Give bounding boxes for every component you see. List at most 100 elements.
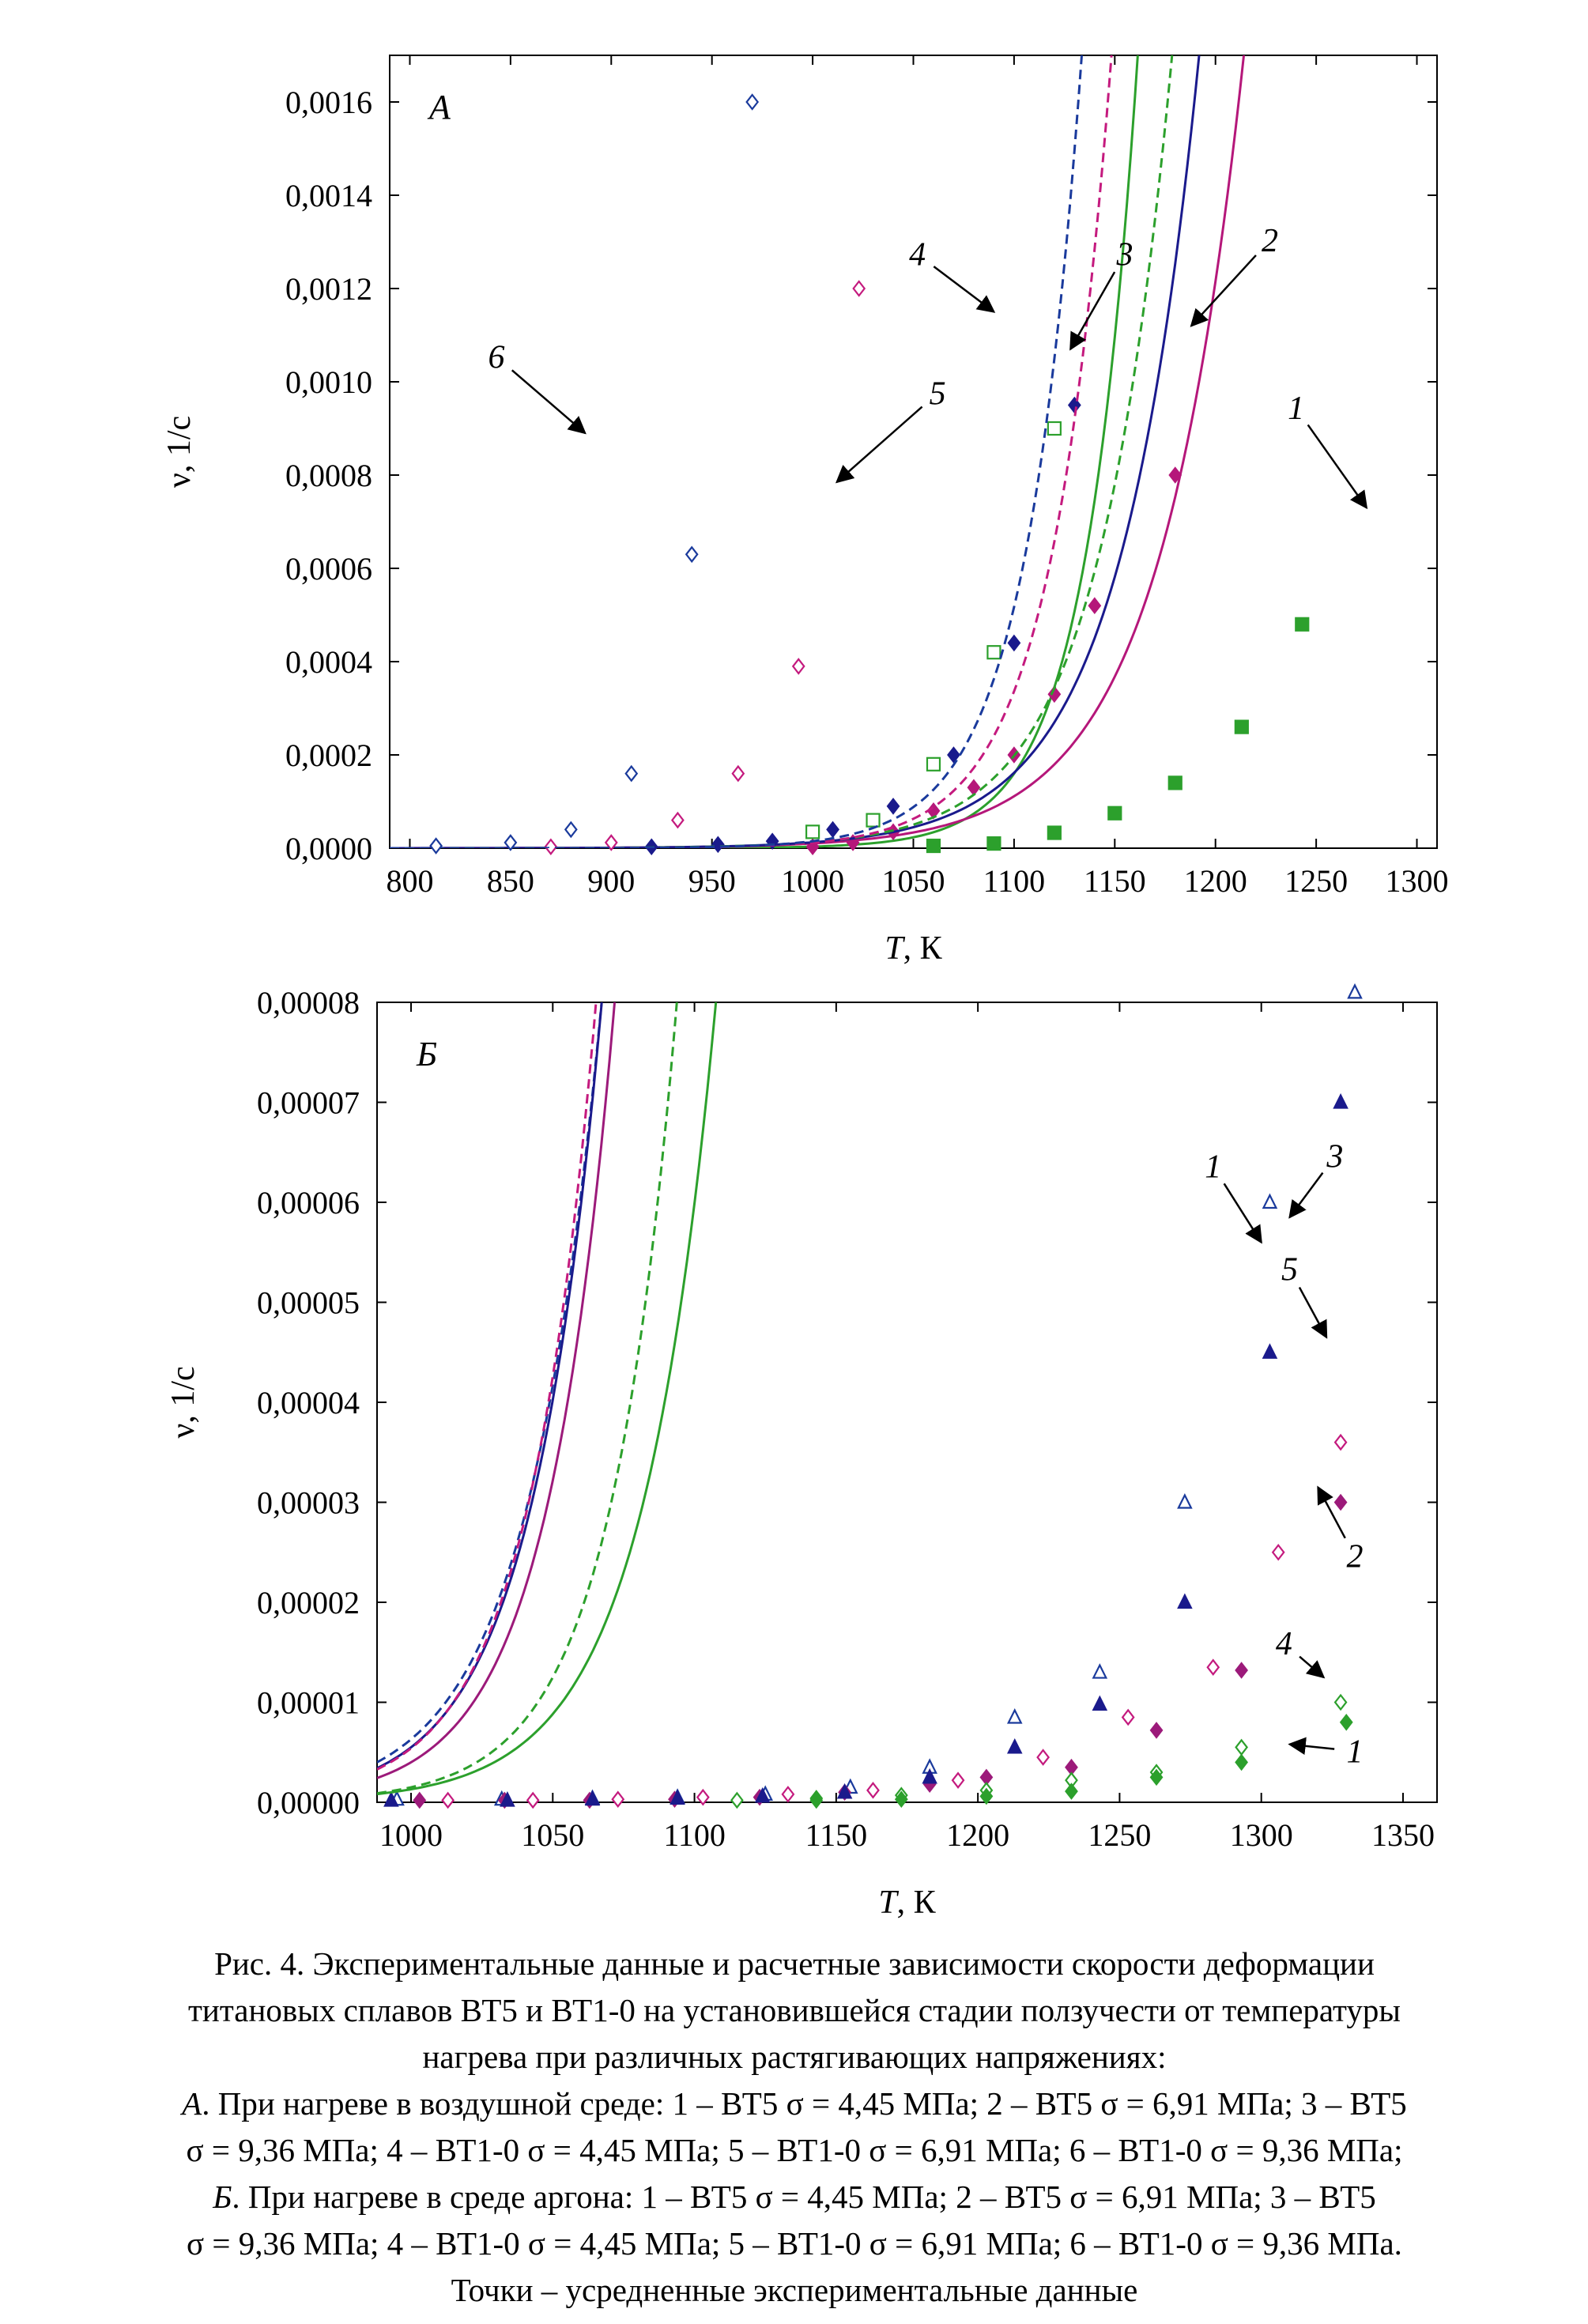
- data-point: [441, 1791, 455, 1809]
- y-tick-label: 0,0002: [285, 738, 372, 773]
- y-tick-label: 0,00005: [257, 1285, 360, 1321]
- series-5b: [377, 1002, 1353, 1809]
- caption-line-7: σ = 9,36 МПа; 4 – ВТ1-0 σ = 4,45 МПа; 5 …: [187, 2225, 1402, 2262]
- data-point: [826, 821, 839, 839]
- y-tick-label: 0,00008: [257, 985, 360, 1021]
- data-point: [1167, 775, 1183, 790]
- series-curve: [390, 55, 1084, 848]
- data-point: [1088, 597, 1102, 614]
- x-tick-label: 1350: [1371, 1817, 1435, 1853]
- data-point: [1262, 1343, 1278, 1359]
- caption-line-3: нагрева при различных растягивающих напр…: [422, 2039, 1167, 2075]
- plot-frame: [389, 55, 1438, 849]
- data-point: [1036, 1749, 1050, 1766]
- series-curve: [390, 55, 1246, 848]
- x-tick-label: 1100: [983, 863, 1046, 899]
- data-point: [731, 764, 745, 783]
- curve-label-arrow: [835, 406, 923, 484]
- series-1: [390, 55, 1310, 854]
- caption-line-2: титановых сплавов ВТ5 и ВТ1-0 на установ…: [188, 1992, 1401, 2028]
- x-tick-label: 950: [688, 863, 736, 899]
- y-tick-label: 0,0008: [285, 458, 372, 493]
- data-point: [986, 836, 1001, 851]
- data-point: [611, 1790, 625, 1809]
- data-point: [967, 779, 981, 797]
- curve-label-arrow: [1190, 255, 1257, 327]
- data-point: [979, 1787, 994, 1805]
- data-point: [544, 838, 558, 856]
- data-point: [1168, 466, 1183, 484]
- data-point: [1333, 1493, 1348, 1511]
- series-5: [377, 1002, 1348, 1809]
- caption-line-4: А. При нагреве в воздушной среде: 1 – ВТ…: [182, 2085, 1407, 2122]
- series-3: [377, 1002, 1348, 1807]
- series-4: [390, 55, 1174, 848]
- x-axis-label: T, К: [878, 1884, 936, 1921]
- data-point: [852, 280, 866, 297]
- x-tick-label: 1300: [1386, 863, 1449, 899]
- data-point: [986, 645, 1001, 660]
- data-point: [1235, 1662, 1248, 1679]
- data-point: [1047, 421, 1062, 436]
- curve-label-arrow: [933, 266, 996, 313]
- curve-label-arrow: [1299, 1655, 1326, 1679]
- y-tick-label: 0,00006: [257, 1185, 360, 1220]
- data-point: [754, 1786, 771, 1803]
- y-tick-label: 0,00003: [257, 1485, 360, 1521]
- curve-label: 5: [930, 375, 946, 412]
- data-point: [1007, 634, 1021, 652]
- curve-label-arrow: [1298, 1286, 1328, 1339]
- data-point: [1006, 1708, 1023, 1724]
- data-point: [1107, 805, 1122, 821]
- x-tick-label: 800: [386, 863, 433, 899]
- x-tick-label: 1100: [663, 1817, 726, 1853]
- series-curve: [390, 55, 1174, 848]
- data-point: [791, 658, 805, 675]
- data-point: [670, 1789, 685, 1805]
- y-tick-label: 0,00002: [257, 1585, 360, 1620]
- curve-label: 3: [1116, 237, 1133, 274]
- data-point: [926, 838, 941, 854]
- series-curve: [390, 55, 1139, 848]
- data-point: [1177, 1593, 1193, 1609]
- y-tick-label: 0,0004: [285, 644, 372, 680]
- curve-label: 5: [1281, 1252, 1298, 1288]
- series-curve: [377, 1002, 603, 1764]
- series-3: [390, 55, 1201, 856]
- curve-label-arrow: [1288, 1171, 1324, 1219]
- x-tick-label: 1200: [1184, 863, 1247, 899]
- data-point: [1149, 1768, 1164, 1786]
- x-tick-label: 900: [587, 863, 635, 899]
- data-point: [564, 821, 578, 839]
- data-point: [429, 837, 443, 855]
- x-axis-label: T, К: [885, 930, 942, 967]
- caption-line-1: Рис. 4. Экспериментальные данные и расче…: [214, 1945, 1375, 1982]
- data-point: [1235, 1738, 1248, 1756]
- data-point: [685, 545, 699, 564]
- y-tick-label: 0,00004: [257, 1385, 360, 1420]
- caption-line-6: Б. При нагреве в среде аргона: 1 – ВТ5 σ…: [213, 2179, 1376, 2215]
- x-tick-label: 1050: [882, 863, 945, 899]
- data-point: [1177, 1493, 1193, 1509]
- curve-label-arrow: [1317, 1485, 1346, 1539]
- series-curve: [377, 1002, 718, 1796]
- x-tick-label: 1150: [1084, 863, 1146, 899]
- data-point: [894, 1790, 908, 1809]
- series-5: [390, 55, 1113, 856]
- data-point: [1149, 1722, 1164, 1739]
- data-point: [1065, 1783, 1078, 1800]
- x-tick-label: 1300: [1230, 1817, 1293, 1853]
- curve-label-arrow: [511, 369, 587, 435]
- series-1: [377, 983, 1363, 1806]
- series-curve: [390, 55, 1113, 848]
- data-point: [670, 811, 685, 829]
- series-curve: [377, 1002, 603, 1770]
- data-point: [1271, 1543, 1285, 1561]
- y-tick-label: 0,0000: [285, 831, 372, 866]
- data-point: [1067, 396, 1081, 414]
- data-point: [696, 1788, 710, 1806]
- caption-line-5: σ = 9,36 МПа; 4 – ВТ1-0 σ = 4,45 МПа; 5 …: [186, 2132, 1403, 2168]
- curve-label: 1: [1288, 390, 1304, 427]
- data-point: [745, 93, 760, 111]
- series-curve: [377, 1002, 598, 1771]
